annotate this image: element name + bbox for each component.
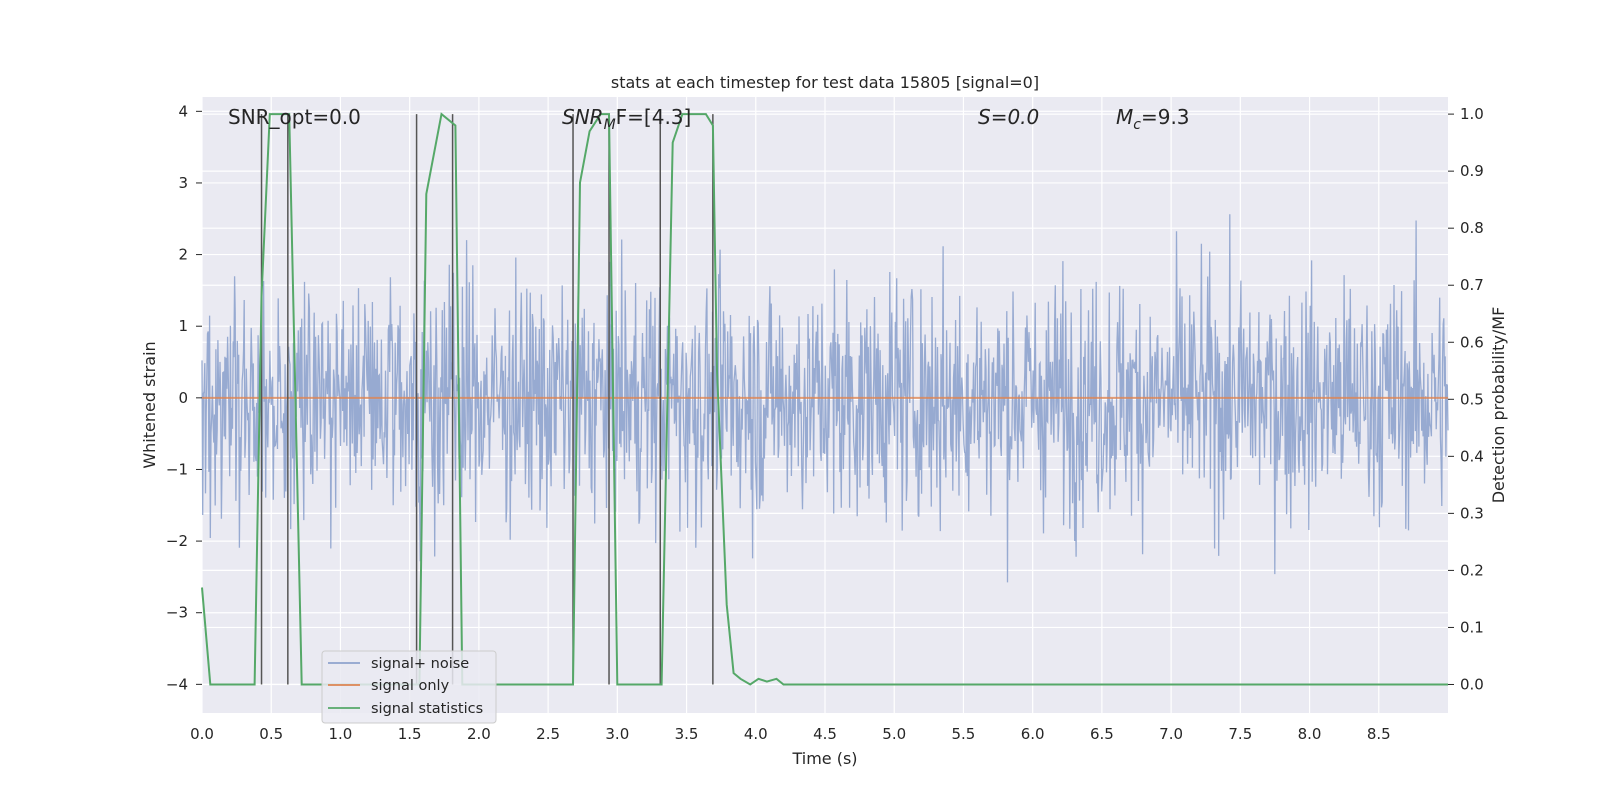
x-tick-label: 7.5 [1228, 725, 1252, 743]
legend-label-signal-noise: signal+ noise [371, 656, 469, 672]
x-tick-label: 1.0 [329, 725, 353, 743]
vertical-markers [260, 114, 714, 685]
right-y-tick-label: 0.2 [1460, 561, 1484, 579]
right-y-tick-label: 1.0 [1460, 105, 1484, 123]
signal-statistics-line [201, 112, 1448, 686]
x-tick-label: 4.5 [813, 725, 837, 743]
x-tick-label: 6.0 [1021, 725, 1045, 743]
annotation-mc-b: =9.3 [1141, 105, 1190, 129]
right-y-tick-label: 0.9 [1460, 162, 1484, 180]
right-y-tick-label: 0.1 [1460, 618, 1484, 636]
left-y-tick-label: 0 [178, 389, 188, 407]
x-tick-label: 0.0 [190, 725, 214, 743]
right-y-tick-label: 0.8 [1460, 219, 1484, 237]
right-y-tick-label: 0.6 [1460, 333, 1484, 351]
legend: signal+ noise signal only signal statist… [321, 650, 497, 724]
signal-statistics-series [201, 112, 1448, 686]
x-tick-label: 5.5 [952, 725, 976, 743]
right-y-tick-label: 0.0 [1460, 675, 1484, 693]
left-y-tick-label: 4 [178, 102, 188, 120]
x-tick-label: 4.0 [744, 725, 768, 743]
x-tick-labels: 0.0 0.5 1.0 1.5 2.0 2.5 3.0 3.5 4.0 4.5 5.0 5.5 6.0 6… [190, 725, 1391, 743]
right-y-axis-label: Detection probability/MF [1489, 307, 1508, 504]
annotation-snr-opt: SNR_opt=0.0 [228, 105, 361, 129]
annotation-snr-mf-sub: M [604, 117, 616, 133]
right-y-tick-label: 0.3 [1460, 504, 1484, 522]
annotation-s: S=0.0 [978, 105, 1039, 129]
left-y-tick-label: 1 [178, 317, 188, 335]
left-y-tick-label: 3 [178, 174, 188, 192]
annotation-mc-a: M [1116, 105, 1133, 129]
x-tick-label: 7.0 [1159, 725, 1183, 743]
signal-noise-series [201, 214, 1449, 583]
right-y-tick-label: 0.5 [1460, 390, 1484, 408]
left-y-axis-label: Whitened strain [140, 341, 159, 468]
left-y-tick-label: −4 [166, 675, 188, 693]
annotation-snr-mf: SNRMF=[4.3] [562, 105, 691, 133]
x-tick-label: 1.5 [398, 725, 422, 743]
chart-title: stats at each timestep for test data 158… [611, 73, 1039, 92]
x-tick-label: 3.0 [605, 725, 629, 743]
left-y-tick-label: 2 [178, 246, 188, 264]
right-y-tick-labels: 1.0 0.9 0.8 0.7 0.6 0.5 0.4 0.3 0.2 0.1 0.0 [1448, 105, 1484, 693]
x-tick-label: 6.5 [1090, 725, 1114, 743]
annotation-mc-sub: c [1133, 117, 1141, 133]
x-tick-label: 5.0 [882, 725, 906, 743]
left-y-tick-label: −3 [166, 604, 188, 622]
x-tick-label: 2.0 [467, 725, 491, 743]
annotation-mc: Mc=9.3 [1116, 105, 1190, 133]
x-tick-label: 3.5 [675, 725, 699, 743]
legend-label-signal-only: signal only [371, 678, 450, 694]
left-y-tick-label: −2 [166, 532, 188, 550]
right-y-tick-label: 0.4 [1460, 447, 1484, 465]
x-tick-label: 8.5 [1367, 725, 1391, 743]
legend-box [321, 650, 497, 724]
annotation-snr-mf-b: F=[4.3] [616, 105, 692, 129]
right-y-tick-label: 0.7 [1460, 276, 1484, 294]
legend-label-signal-statistics: signal statistics [371, 701, 483, 717]
x-axis-label: Time (s) [791, 749, 857, 768]
left-y-tick-label: −1 [166, 460, 188, 478]
left-y-tick-labels: 4 3 2 1 0 −1 −2 −3 −4 [166, 102, 202, 693]
x-tick-label: 0.5 [259, 725, 283, 743]
x-tick-label: 8.0 [1298, 725, 1322, 743]
signal-noise-line [201, 214, 1449, 583]
x-tick-label: 2.5 [536, 725, 560, 743]
annotation-snr-mf-a: SNR [562, 105, 604, 129]
